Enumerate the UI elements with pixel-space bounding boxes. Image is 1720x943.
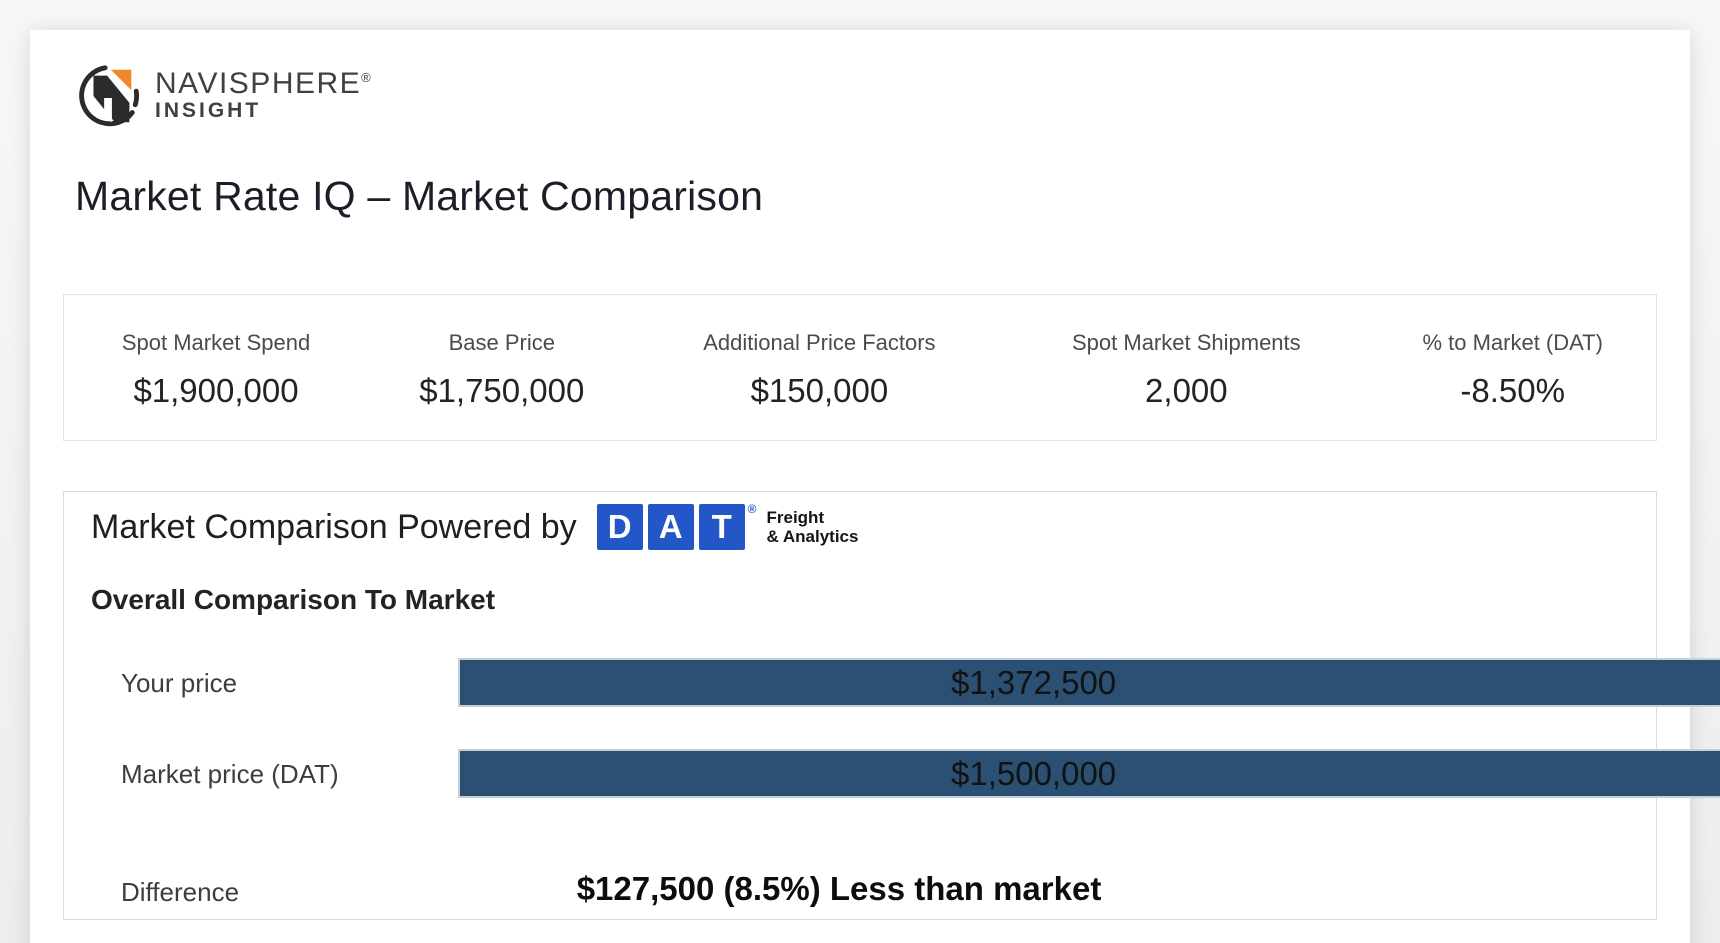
your-price-bar bbox=[458, 658, 1720, 707]
stat-base-price: Base Price $1,750,000 bbox=[368, 326, 635, 410]
stat-label: Spot Market Spend bbox=[121, 329, 311, 355]
market-price-value: $1,500,000 bbox=[951, 755, 1117, 792]
dat-registered-mark: ® bbox=[747, 502, 757, 516]
page-title: Market Rate IQ – Market Comparison bbox=[75, 173, 764, 219]
your-price-value: $1,372,500 bbox=[951, 664, 1117, 701]
comparison-card-header: Market Comparison Powered by D A T ® Fre… bbox=[91, 502, 859, 550]
dat-letter-d: D bbox=[596, 504, 643, 550]
dat-logo: D A T ® Freight & Analytics bbox=[596, 502, 859, 550]
stat-value: 2,000 bbox=[1145, 371, 1228, 409]
stat-additional-price-factors: Additional Price Factors $150,000 bbox=[636, 326, 1004, 410]
stat-label: Base Price bbox=[448, 329, 555, 355]
stat-label: Spot Market Shipments bbox=[1072, 329, 1301, 355]
stat-value: $1,900,000 bbox=[133, 371, 299, 409]
overall-comparison-title: Overall Comparison To Market bbox=[91, 584, 496, 615]
difference-label: Difference bbox=[121, 877, 240, 907]
dat-logo-squares: D A T bbox=[596, 504, 745, 550]
brand-name: NAVISPHERE® bbox=[155, 66, 373, 100]
market-price-label: Market price (DAT) bbox=[121, 759, 339, 789]
dat-letter-t: T bbox=[698, 504, 745, 550]
registered-mark: ® bbox=[361, 69, 373, 85]
stat-label: % to Market (DAT) bbox=[1422, 329, 1603, 355]
stat-pct-to-market: % to Market (DAT) -8.50% bbox=[1369, 326, 1656, 410]
market-comparison-card: Market Comparison Powered by D A T ® Fre… bbox=[63, 491, 1720, 920]
navisphere-logo-text: NAVISPHERE® INSIGHT bbox=[155, 66, 373, 123]
stat-spot-market-shipments: Spot Market Shipments 2,000 bbox=[1003, 326, 1369, 410]
dat-tagline-line1: Freight bbox=[766, 508, 825, 527]
stat-value: -8.50% bbox=[1460, 371, 1565, 409]
comparison-header-text: Market Comparison Powered by bbox=[91, 507, 577, 546]
your-price-label: Your price bbox=[121, 668, 238, 698]
market-price-bar bbox=[458, 749, 1720, 798]
brand-subname: INSIGHT bbox=[155, 98, 262, 122]
navisphere-logo-icon bbox=[79, 65, 140, 127]
stat-label: Additional Price Factors bbox=[703, 329, 936, 355]
dat-tagline-line2: & Analytics bbox=[766, 527, 859, 547]
report-card: NAVISPHERE® INSIGHT Market Rate IQ – Mar… bbox=[30, 30, 1720, 943]
stat-value: $150,000 bbox=[750, 371, 889, 409]
stat-spot-market-spend: Spot Market Spend $1,900,000 bbox=[64, 326, 368, 410]
dat-tagline: Freight & Analytics bbox=[767, 508, 859, 546]
difference-value: $127,500 (8.5%) Less than market bbox=[576, 870, 1102, 907]
dat-letter-a: A bbox=[647, 504, 694, 550]
kpi-stats-strip: Spot Market Spend $1,900,000 Base Price … bbox=[63, 294, 1657, 441]
stat-value: $1,750,000 bbox=[419, 371, 585, 409]
navisphere-logo: NAVISPHERE® INSIGHT bbox=[75, 62, 372, 130]
